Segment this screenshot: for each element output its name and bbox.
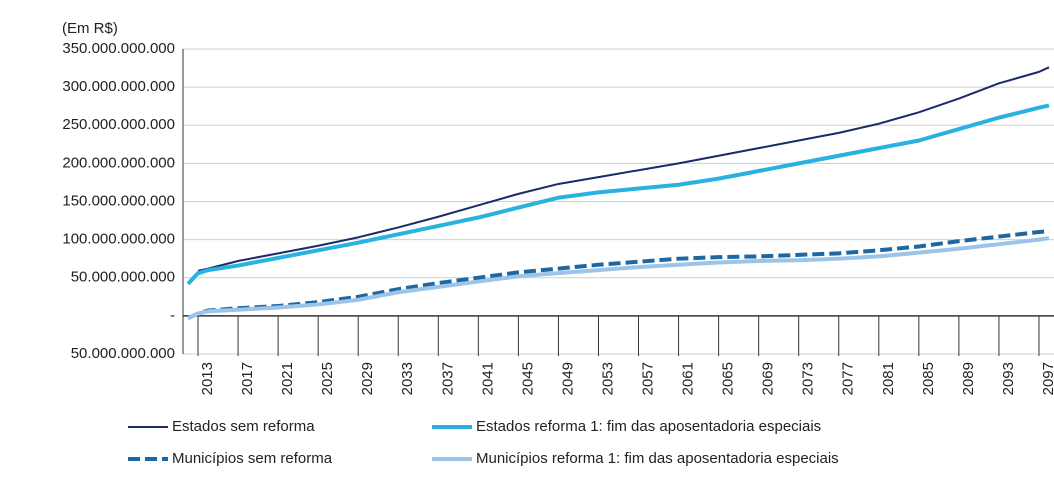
legend-label: Estados sem reforma [172, 418, 315, 435]
x-tick-label: 2041 [479, 362, 496, 395]
x-tick-label: 2085 [920, 362, 937, 395]
x-tick-label: 2089 [960, 362, 977, 395]
y-tick-label: 150.000.000.000 [62, 192, 175, 209]
legend-label: Estados reforma 1: fim das aposentadoria… [476, 418, 821, 435]
y-tick-label: 250.000.000.000 [62, 116, 175, 133]
x-tick-label: 2037 [439, 362, 456, 395]
legend-label: Municípios reforma 1: fim das aposentado… [476, 450, 839, 467]
x-tick-label: 2069 [760, 362, 777, 395]
x-tick-label: 2017 [239, 362, 256, 395]
chart-subtitle: (Em R$) [62, 20, 118, 37]
x-tick-label: 2033 [399, 362, 416, 395]
x-tick-label: 2021 [279, 362, 296, 395]
x-tick-label: 2077 [840, 362, 857, 395]
x-tick-label: 2097 [1040, 362, 1054, 395]
legend-label: Municípios sem reforma [172, 450, 333, 467]
y-tick-label: 300.000.000.000 [62, 78, 175, 95]
y-tick-label: - [170, 307, 175, 324]
x-tick-label: 2013 [199, 362, 216, 395]
series-line [186, 103, 1050, 286]
x-tick-label: 2057 [639, 362, 656, 395]
x-tick-label: 2093 [1000, 362, 1017, 395]
y-tick-label: 350.000.000.000 [62, 40, 175, 57]
y-tick-label: 50.000.000.000 [71, 269, 175, 286]
y-tick-label: 50.000.000.000 [71, 345, 175, 362]
x-tick-label: 2065 [720, 362, 737, 395]
x-tick-label: 2049 [559, 362, 576, 395]
x-tick-label: 2029 [359, 362, 376, 395]
series-line [187, 236, 1050, 320]
x-tick-label: 2061 [680, 362, 697, 395]
y-tick-label: 200.000.000.000 [62, 154, 175, 171]
x-tick-label: 2025 [319, 362, 336, 395]
x-tick-label: 2053 [599, 362, 616, 395]
x-tick-label: 2073 [800, 362, 817, 395]
x-tick-label: 2045 [519, 362, 536, 395]
y-tick-label: 100.000.000.000 [62, 231, 175, 248]
x-tick-label: 2081 [880, 362, 897, 395]
series-line [197, 66, 1050, 272]
